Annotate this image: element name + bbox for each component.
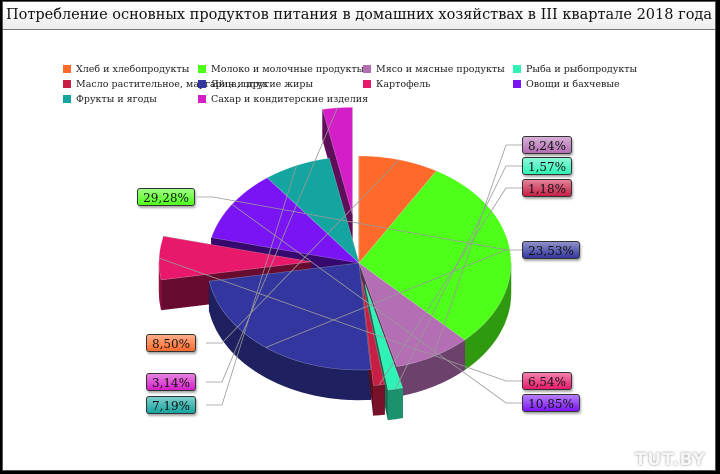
legend-label: Рыба и рыбопродукты bbox=[526, 64, 638, 75]
legend-item[interactable]: Сахар и кондитерские изделия bbox=[198, 94, 368, 105]
legend-item[interactable]: Молоко и молочные продукты bbox=[198, 64, 364, 75]
legend-swatch bbox=[513, 65, 521, 73]
leader-line bbox=[265, 249, 522, 348]
legend-item[interactable]: Овощи и бахчевые bbox=[513, 79, 620, 90]
leader-line bbox=[378, 187, 522, 386]
data-label: 8,50% bbox=[146, 334, 196, 352]
chart-title: Потребление основных продуктов питания в… bbox=[3, 2, 715, 30]
legend-label: Хлеб и хлебопродукты bbox=[76, 64, 190, 75]
legend-item[interactable]: Масло растительное, маргарин и другие жи… bbox=[63, 79, 313, 90]
leader-line bbox=[197, 196, 511, 251]
slice-wall bbox=[373, 384, 385, 416]
leader-line bbox=[206, 165, 297, 406]
leader-line bbox=[395, 165, 522, 390]
legend-swatch bbox=[513, 80, 521, 88]
data-label: 10,85% bbox=[522, 394, 580, 412]
slice-wall bbox=[387, 387, 403, 421]
legend-swatch bbox=[63, 95, 71, 103]
legend-label: Мясо и мясные продукты bbox=[376, 64, 505, 75]
legend-item[interactable]: Фрукты и ягоды bbox=[63, 94, 157, 105]
legend-swatch bbox=[363, 80, 371, 88]
legend-item[interactable]: Яйца, штук bbox=[198, 79, 268, 90]
legend-label: Сахар и кондитерские изделия bbox=[211, 94, 369, 105]
leader-line bbox=[432, 144, 522, 357]
legend-item[interactable]: Мясо и мясные продукты bbox=[363, 64, 505, 75]
data-label: 23,53% bbox=[522, 241, 580, 259]
leader-line bbox=[206, 107, 338, 383]
leader-line bbox=[231, 203, 522, 404]
legend-swatch bbox=[198, 80, 206, 88]
legend-label: Картофель bbox=[376, 79, 431, 90]
legend-swatch bbox=[198, 95, 206, 103]
legend-label: Фрукты и ягоды bbox=[76, 94, 157, 105]
legend-label: Яйца, штук bbox=[211, 79, 269, 90]
watermark-logo: TUT.BY bbox=[634, 450, 706, 470]
leader-line bbox=[206, 159, 400, 344]
data-label: 8,24% bbox=[522, 136, 572, 154]
data-label: 1,18% bbox=[522, 179, 572, 197]
legend-label: Молоко и молочные продукты bbox=[211, 64, 365, 75]
data-label: 29,28% bbox=[137, 188, 195, 206]
legend-label: Масло растительное, маргарин и другие жи… bbox=[76, 79, 314, 90]
legend-swatch bbox=[63, 80, 71, 88]
legend-label: Овощи и бахчевые bbox=[526, 79, 620, 90]
data-label: 7,19% bbox=[146, 396, 196, 414]
data-label: 6,54% bbox=[522, 372, 572, 390]
legend-item[interactable]: Рыба и рыбопродукты bbox=[513, 64, 637, 75]
data-label: 3,14% bbox=[146, 373, 196, 391]
legend-item[interactable]: Картофель bbox=[363, 79, 430, 90]
data-label: 1,57% bbox=[522, 157, 572, 175]
legend-swatch bbox=[198, 65, 206, 73]
legend-swatch bbox=[63, 65, 71, 73]
legend-swatch bbox=[363, 65, 371, 73]
legend-item[interactable]: Хлеб и хлебопродукты bbox=[63, 64, 189, 75]
leader-line bbox=[158, 257, 522, 382]
